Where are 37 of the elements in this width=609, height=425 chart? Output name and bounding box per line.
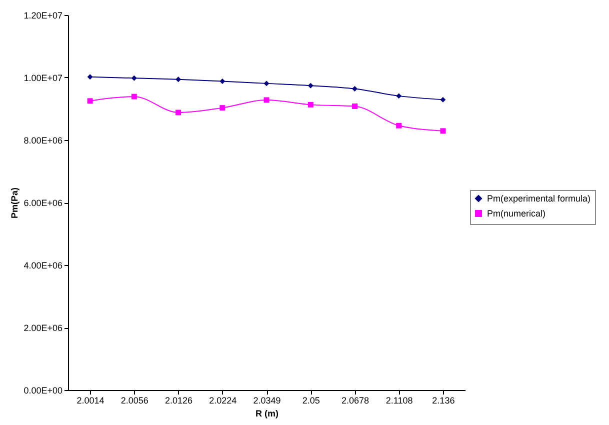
- point: [308, 102, 314, 108]
- x-tick-label: 2.0056: [120, 396, 148, 406]
- x-tick-label: 2.0349: [253, 396, 281, 406]
- point: [308, 82, 314, 88]
- point: [352, 104, 358, 109]
- point: [87, 74, 93, 80]
- point: [131, 75, 137, 81]
- point: [220, 78, 226, 84]
- legend-label: Pm(experimental formula): [487, 194, 591, 204]
- point: [87, 98, 93, 104]
- point: [440, 96, 446, 102]
- legend-label: Pm(numerical): [487, 208, 546, 218]
- point: [396, 122, 402, 128]
- point: [176, 110, 182, 116]
- x-tick-label: 2.0678: [341, 396, 369, 406]
- y-tick-label: 1.00E+07: [24, 73, 62, 83]
- x-tick-label: 2.05: [302, 396, 320, 406]
- y-tick-label: 4.00E+06: [24, 260, 62, 270]
- y-tick-label: 6.00E+06: [24, 198, 62, 208]
- x-tick-label: 2.0224: [209, 396, 237, 406]
- y-axis-title: Pm(Pa): [10, 187, 20, 219]
- point: [131, 94, 137, 100]
- point: [396, 93, 402, 99]
- point: [220, 105, 226, 111]
- y-tick-label: 0.00E+00: [24, 386, 62, 396]
- y-tick-label: 8.00E+06: [24, 136, 62, 146]
- x-tick-label: 2.136: [432, 396, 455, 406]
- point: [264, 80, 270, 86]
- point: [176, 76, 182, 82]
- y-tick-label: 2.00E+06: [24, 323, 62, 333]
- x-tick-label: 2.1108: [386, 396, 413, 406]
- x-axis-title: R (m): [256, 408, 278, 418]
- y-tick-label: 1.20E+07: [24, 10, 62, 20]
- point: [440, 128, 446, 134]
- x-tick-label: 2.0126: [165, 396, 193, 406]
- point: [352, 86, 358, 92]
- x-tick-label: 2.0014: [76, 396, 104, 406]
